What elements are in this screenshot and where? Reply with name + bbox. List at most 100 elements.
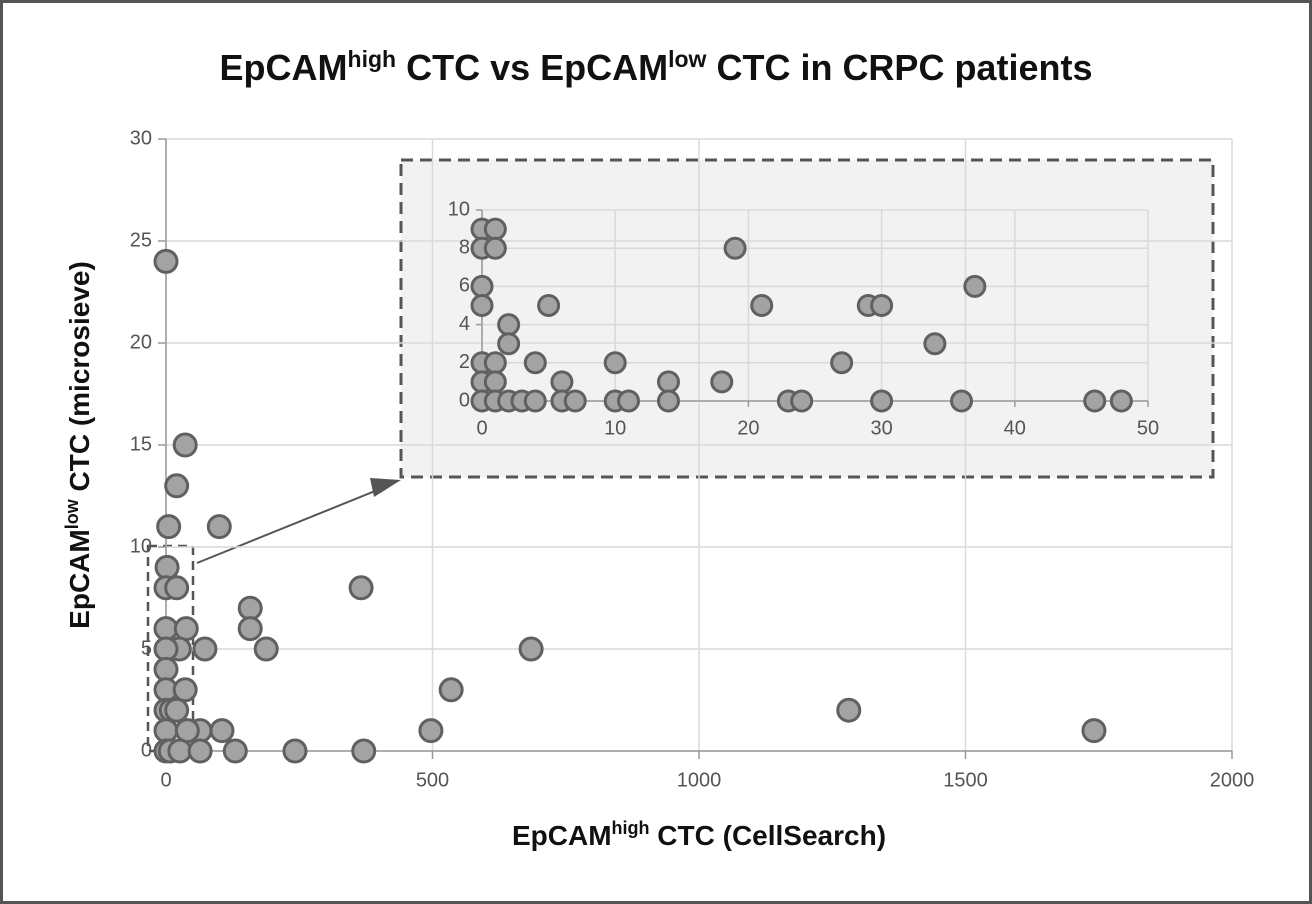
point [497,332,521,356]
point [1081,718,1107,744]
point [710,370,734,394]
y-tick-label: 6 [459,275,470,297]
superscript: low [62,498,82,529]
y-tick-label: 2 [459,351,470,373]
point [523,351,547,375]
point [153,616,179,642]
point [656,370,680,394]
x-tick-label: 1000 [677,769,722,791]
point [923,332,947,356]
point [154,554,180,580]
x-tick-label: 20 [737,417,759,439]
x-tick-label: 30 [870,417,892,439]
y-tick-label: 8 [459,236,470,258]
point [282,738,308,764]
x-tick-label: 500 [416,769,449,791]
x-tick-label: 40 [1004,417,1026,439]
point [963,274,987,298]
y-tick-label: 15 [130,433,152,455]
text-part: CTC in CRPC patients [706,47,1092,88]
y-tick-label: 30 [130,127,152,149]
x-tick-label: 50 [1137,417,1159,439]
point [173,616,199,642]
point [603,351,627,375]
zoom-arrow [196,486,386,564]
point [750,294,774,317]
y-axis-label: EpCAMlow CTC (microsieve) [62,261,96,629]
point [1083,389,1107,413]
y-tick-label: 20 [130,331,152,353]
point [470,274,494,298]
superscript: high [612,818,650,838]
x-axis-label: EpCAMhigh CTC (CellSearch) [512,818,886,852]
point [870,389,894,413]
point [153,656,179,682]
point [164,575,190,601]
point [537,294,561,317]
point [950,389,974,413]
point [237,616,263,642]
point [164,473,190,499]
point [167,738,193,764]
point [187,738,213,764]
point [206,514,232,540]
point [222,738,248,764]
point [153,248,179,274]
point [483,217,507,241]
text-part: EpCAM [512,820,612,851]
arrow-head [370,478,401,497]
superscript: high [348,46,397,72]
point [870,294,894,317]
point [617,389,641,413]
y-tick-label: 5 [141,637,152,659]
point [153,636,179,662]
point [418,718,444,744]
point [483,370,507,394]
x-tick-label: 2000 [1210,769,1255,791]
point [351,738,377,764]
text-part: EpCAM [64,529,95,629]
y-tick-label: 4 [459,313,470,335]
point [192,636,218,662]
point [253,636,279,662]
point [723,236,747,260]
point [563,389,587,413]
inset-frame [399,158,1215,479]
point [836,697,862,723]
point [830,351,854,375]
y-tick-label: 0 [141,739,152,761]
point [470,294,494,317]
point [550,370,574,394]
y-tick-label: 25 [130,229,152,251]
superscript: low [668,46,706,72]
point [656,389,680,413]
point [156,514,182,540]
point [497,313,521,337]
point [790,389,814,413]
point [483,351,507,375]
point [153,718,179,744]
point [438,677,464,703]
y-tick-label: 10 [448,198,470,220]
text-part: EpCAM [220,47,348,88]
point [209,718,235,744]
point [518,636,544,662]
x-tick-label: 10 [604,417,626,439]
y-tick-label: 10 [130,535,152,557]
x-tick-label: 1500 [943,769,988,791]
point [1109,389,1133,413]
text-part: CTC (CellSearch) [650,820,887,851]
point [164,697,190,723]
x-tick-label: 0 [160,769,171,791]
x-tick-label: 0 [476,417,487,439]
point [174,718,200,744]
text-part: CTC (microsieve) [64,261,95,499]
text-part: CTC vs EpCAM [396,47,668,88]
y-tick-label: 0 [459,389,470,411]
point [483,236,507,260]
point [523,389,547,413]
point [172,432,198,458]
point [237,595,263,621]
point [172,677,198,703]
